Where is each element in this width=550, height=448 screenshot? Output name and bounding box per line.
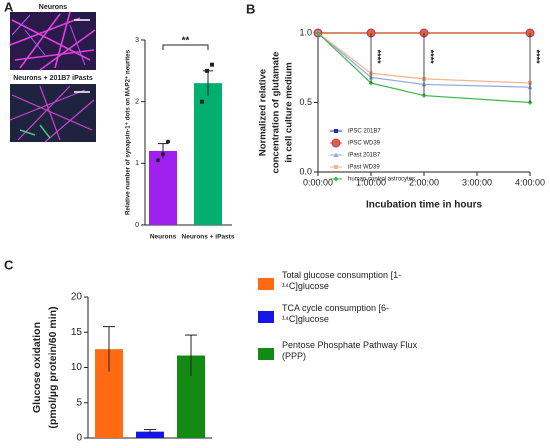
annotation: **	[182, 36, 190, 47]
y-tick-label: 1	[135, 160, 139, 167]
y-tick-label: 0	[76, 433, 82, 444]
y-tick-label: 0.0	[299, 166, 312, 176]
marker	[331, 138, 341, 148]
x-tick-label: 1:00:00	[356, 177, 386, 187]
annotation: ****	[373, 50, 383, 65]
y-axis-label: (pmol/µg protein/60 min)	[47, 306, 59, 428]
y-tick-label: 1.0	[299, 27, 312, 37]
y-tick-label: 20	[71, 292, 83, 303]
bar	[194, 83, 222, 226]
data-point	[156, 158, 160, 163]
annotation: ****	[426, 50, 436, 65]
x-tick-label: 3:00:00	[462, 177, 492, 187]
x-tick-label: Neurons	[150, 234, 177, 241]
y-axis-label: Relative number of synapsin-1⁺ dots on M…	[125, 49, 132, 215]
data-point	[210, 62, 214, 67]
legend-swatch	[258, 311, 274, 323]
y-tick-label: 2	[135, 99, 139, 106]
legend-swatch	[258, 278, 274, 290]
legend-label: iPSC WD39	[348, 141, 381, 147]
data-point	[166, 139, 170, 144]
annotation: ****	[532, 50, 542, 65]
marker	[334, 129, 338, 133]
marker	[334, 165, 338, 169]
micrograph	[9, 11, 96, 143]
x-tick-label: 0:00:00	[303, 177, 333, 187]
bar	[136, 431, 164, 438]
data-point	[161, 152, 165, 157]
y-tick-label: 5	[76, 397, 82, 408]
y-tick-label: 10	[71, 362, 83, 373]
legend-label: iPSC 201B7	[348, 129, 381, 135]
data-point	[205, 68, 209, 73]
legend-swatch	[258, 348, 274, 360]
legend-label: human control astrocytes	[348, 177, 415, 183]
legend-label: Pentose Phosphate Pathway Flux (PPP)	[282, 340, 418, 362]
x-tick-label: 2:00:00	[409, 177, 439, 187]
marker	[333, 176, 339, 182]
legend-label: TCA cycle consumption [6-¹⁴C]glucose	[282, 303, 390, 325]
significance-bracket	[162, 44, 209, 50]
image-label: Neurons + 201B7 iPasts	[13, 75, 93, 82]
legend-label: iPast WD39	[348, 165, 380, 171]
panel-label: A	[4, 0, 14, 14]
x-tick-label: 4:00:00	[515, 177, 545, 187]
y-axis-label: Glucose oxidation	[31, 322, 43, 413]
image-label: Neurons	[39, 4, 68, 11]
legend-label: Total glucose consumption [1-¹⁴C]glucose	[282, 270, 402, 292]
y-tick-label: 0.5	[299, 97, 312, 107]
panel-label: B	[246, 1, 255, 16]
panel-label: C	[4, 257, 14, 272]
y-tick-label: 0	[135, 222, 139, 229]
y-tick-label: 3	[135, 37, 139, 44]
y-tick-label: 15	[71, 327, 83, 338]
bar	[149, 151, 177, 225]
legend-label: iPast 201B7	[348, 153, 381, 159]
line	[317, 32, 531, 104]
y-axis-label: concentration of glutamate	[271, 52, 282, 174]
line	[317, 32, 531, 88]
y-axis-label: in cell culture medium	[284, 62, 295, 162]
marker	[315, 30, 321, 36]
x-tick-label: Neurons + iPasts	[182, 234, 235, 241]
marker	[333, 152, 339, 157]
data-point	[200, 99, 204, 104]
y-axis-label: Normalized relative	[258, 69, 269, 156]
x-axis-label: Incubation time in hours	[366, 200, 483, 211]
line	[317, 32, 531, 84]
